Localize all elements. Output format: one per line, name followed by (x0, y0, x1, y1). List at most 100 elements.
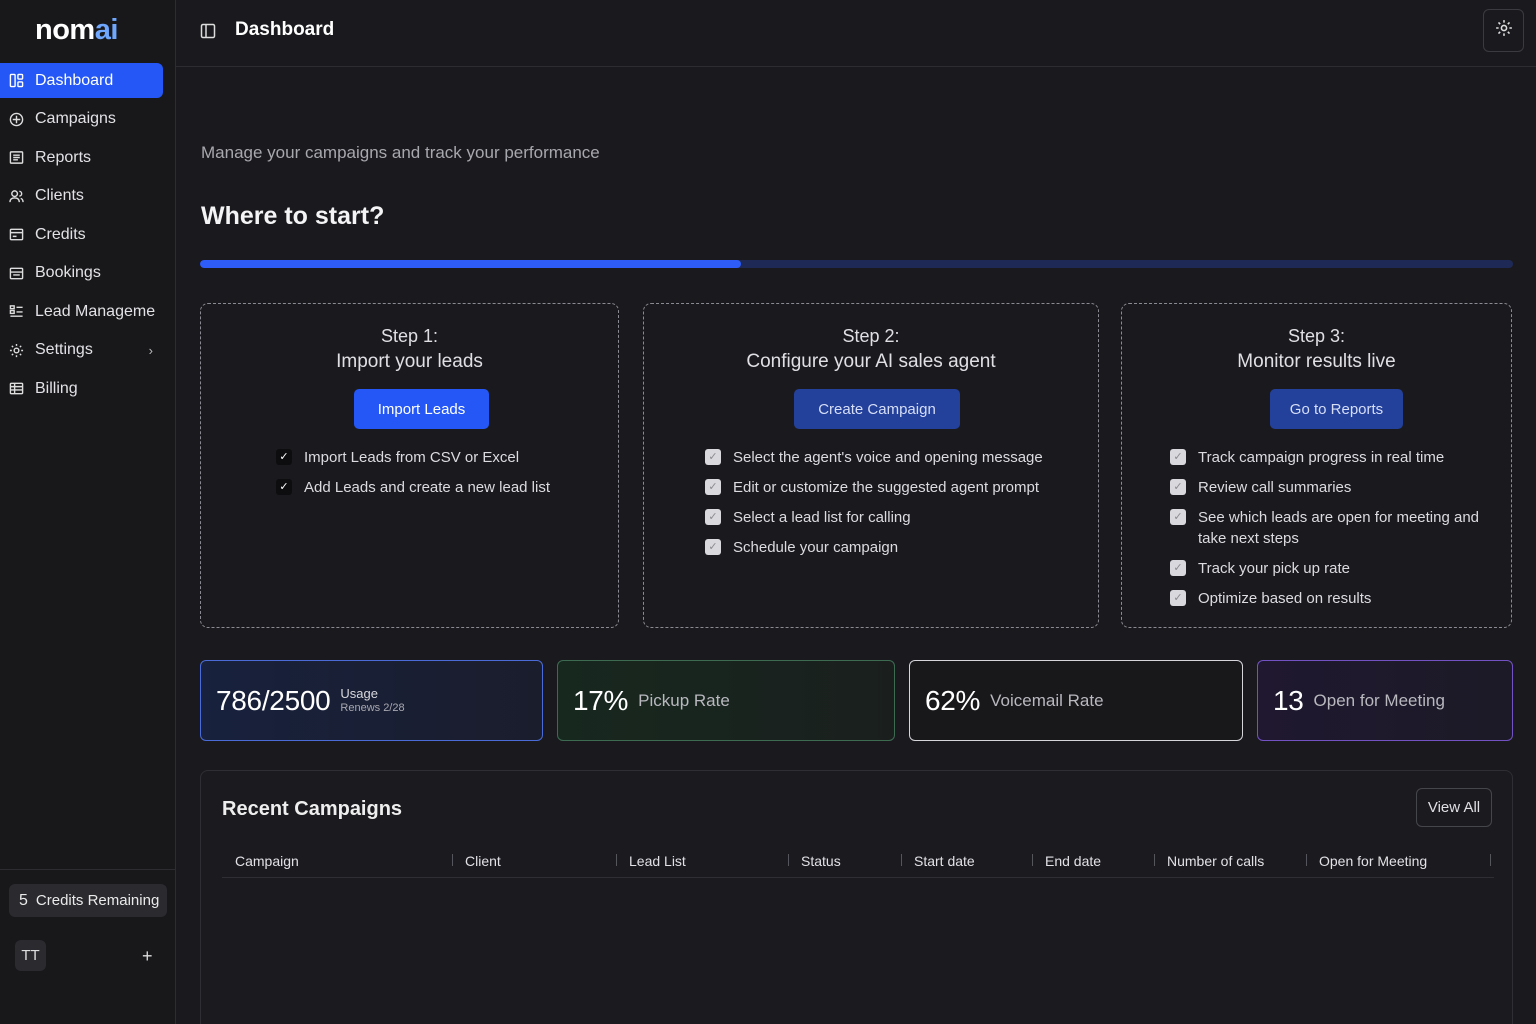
checkbox-icon[interactable]: ✓ (276, 479, 292, 495)
sidebar-item-clients[interactable]: Clients (0, 179, 163, 214)
column-divider[interactable] (788, 854, 789, 866)
progress-fill (200, 260, 741, 268)
column-header-lead-list[interactable]: Lead List (629, 853, 686, 869)
sidebar-item-label: Lead Manageme (35, 302, 156, 320)
sidebar-item-label: Settings (35, 341, 93, 358)
checkbox-icon[interactable]: ✓ (705, 449, 721, 465)
section-heading: Where to start? (201, 202, 385, 230)
stat-label: Pickup Rate (638, 690, 730, 710)
column-header-start-date[interactable]: Start date (914, 853, 975, 869)
stat-card-pickup-rate: 17% Pickup Rate (557, 660, 895, 741)
checkbox-icon[interactable]: ✓ (1170, 449, 1186, 465)
table-header: Campaign Client Lead List Status Start d… (222, 848, 1494, 878)
list-item: ✓ Select a lead list for calling (705, 507, 1043, 528)
report-icon (8, 150, 24, 166)
gear-icon (1495, 19, 1513, 42)
list-item: ✓ Import Leads from CSV or Excel (276, 447, 550, 468)
list-item: ✓ Track your pick up rate (1170, 558, 1500, 579)
column-divider[interactable] (452, 854, 453, 866)
campaign-icon (8, 111, 24, 127)
column-header-number-of-calls[interactable]: Number of calls (1167, 853, 1265, 869)
checkbox-icon[interactable]: ✓ (705, 539, 721, 555)
step-checklist: ✓ Import Leads from CSV or Excel ✓ Add Lea… (276, 447, 550, 507)
sidebar-item-credits[interactable]: Credits (0, 217, 163, 252)
list-item: ✓ Schedule your campaign (705, 537, 1043, 558)
column-divider[interactable] (1306, 854, 1307, 866)
checkbox-icon[interactable]: ✓ (1170, 560, 1186, 576)
stat-label: Usage (340, 685, 378, 701)
sidebar-item-lead-management[interactable]: Lead Manageme (0, 294, 163, 329)
step-card-2: Step 2: Configure your AI sales agent Cr… (643, 303, 1099, 628)
step-checklist: ✓ Select the agent's voice and opening me… (705, 447, 1043, 567)
settings-button[interactable] (1483, 9, 1524, 52)
list-item: ✓ Review call summaries (1170, 477, 1500, 498)
stat-label: Voicemail Rate (990, 690, 1104, 710)
column-divider[interactable] (1032, 854, 1033, 866)
column-header-campaign[interactable]: Campaign (235, 853, 299, 869)
gear-icon (8, 342, 24, 358)
add-icon[interactable]: + (142, 946, 153, 966)
recent-campaigns-panel: Recent Campaigns View All Campaign Clien… (200, 770, 1513, 1024)
column-divider[interactable] (1490, 854, 1491, 866)
checkbox-icon[interactable]: ✓ (276, 449, 292, 465)
sidebar-item-reports[interactable]: Reports (0, 140, 163, 175)
column-header-client[interactable]: Client (465, 853, 501, 869)
header: Dashboard (176, 0, 1536, 67)
stat-value: 13 (1273, 684, 1304, 716)
avatar[interactable]: TT (15, 940, 46, 971)
column-divider[interactable] (1154, 854, 1155, 866)
sidebar-item-settings[interactable]: Settings › (0, 333, 163, 368)
credits-label: Credits Remaining (35, 892, 160, 909)
list-item: ✓ Select the agent's voice and opening me… (705, 447, 1043, 468)
column-header-end-date[interactable]: End date (1045, 853, 1102, 869)
stat-label: Open for Meeting (1313, 690, 1445, 710)
sidebar: nomai Dashboard Campaigns Reports Client… (0, 0, 176, 1024)
column-header-status[interactable]: Status (801, 853, 841, 869)
step-card-1: Step 1: Import your leads Import Leads ✓… (200, 303, 619, 628)
stat-value: 786/2500 (216, 684, 331, 716)
sidebar-item-billing[interactable]: Billing (0, 371, 163, 406)
step-number: Step 3: (1287, 326, 1346, 346)
checkbox-icon[interactable]: ✓ (1170, 479, 1186, 495)
onboarding-progress-bar (200, 260, 1513, 268)
stat-card-voicemail-rate: 62% Voicemail Rate (909, 660, 1243, 741)
sidebar-item-label: Dashboard (35, 71, 114, 89)
step-title: Configure your AI sales agent (746, 351, 996, 372)
list-item: ✓ Track campaign progress in real time (1170, 447, 1500, 468)
credits-remaining-badge[interactable]: 5 Credits Remaining (9, 884, 167, 917)
sidebar-item-bookings[interactable]: Bookings (0, 256, 163, 291)
users-icon (8, 188, 24, 204)
view-all-button[interactable]: View All (1416, 788, 1492, 827)
sidebar-toggle-icon[interactable] (200, 23, 216, 39)
column-header-open-for-meeting[interactable]: Open for Meeting (1319, 853, 1428, 869)
checkbox-icon[interactable]: ✓ (1170, 509, 1186, 525)
sidebar-item-label: Credits (35, 225, 86, 243)
checkbox-icon[interactable]: ✓ (705, 509, 721, 525)
step-card-3: Step 3: Monitor results live Go to Repor… (1121, 303, 1512, 628)
sidebar-item-dashboard[interactable]: Dashboard (0, 63, 163, 98)
stat-card-usage: 786/2500 Usage Renews 2/28 (200, 660, 543, 741)
column-divider[interactable] (616, 854, 617, 866)
checkbox-icon[interactable]: ✓ (705, 479, 721, 495)
stat-card-open-for-meeting: 13 Open for Meeting (1257, 660, 1513, 741)
stat-value: 62% (925, 684, 981, 716)
sidebar-nav: Dashboard Campaigns Reports Clients Cred… (0, 63, 176, 410)
list-item: ✓ Edit or customize the suggested agent p… (705, 477, 1043, 498)
checkbox-icon[interactable]: ✓ (1170, 590, 1186, 606)
create-campaign-button[interactable]: Create Campaign (794, 389, 960, 429)
import-leads-button[interactable]: Import Leads (354, 389, 489, 429)
sidebar-item-campaigns[interactable]: Campaigns (0, 102, 163, 137)
sidebar-divider (0, 869, 176, 870)
sidebar-item-label: Billing (35, 379, 78, 397)
credit-card-icon (8, 227, 24, 243)
list-item: ✓ Add Leads and create a new lead list (276, 477, 550, 498)
brand-logo[interactable]: nomai (35, 14, 118, 46)
chevron-right-icon: › (148, 342, 153, 358)
column-divider[interactable] (901, 854, 902, 866)
stat-value: 17% (573, 684, 629, 716)
step-number: Step 1: (380, 326, 439, 346)
sidebar-item-label: Reports (35, 148, 92, 166)
page-title: Dashboard (235, 19, 335, 40)
go-to-reports-button[interactable]: Go to Reports (1270, 389, 1403, 429)
billing-icon (8, 381, 24, 397)
